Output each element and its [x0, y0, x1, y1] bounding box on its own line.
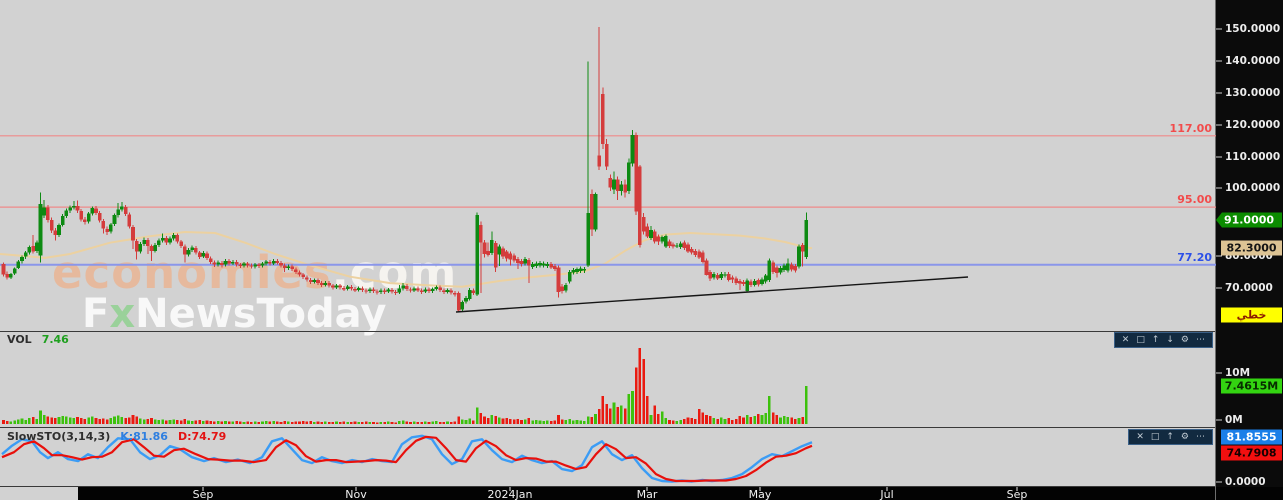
stochastic-k-value: K:81.86: [120, 430, 168, 443]
price-badge: 82.3000: [1221, 240, 1282, 256]
stochastic-maximize-icon[interactable]: □: [1150, 432, 1160, 442]
axis-tick-label: 0.0000: [1225, 476, 1266, 488]
price-badge: 74.7908: [1221, 445, 1282, 461]
price-badge: 7.4615M: [1221, 378, 1282, 394]
time-axis-month-label: Sep: [192, 488, 214, 500]
volume-close-icon[interactable]: ✕: [1121, 335, 1130, 345]
hline-price-label[interactable]: 117.00: [1169, 122, 1212, 135]
axis-tick-label: 100.0000: [1225, 182, 1281, 194]
stochastic-more-icon[interactable]: ⋯: [1196, 432, 1205, 442]
axis-tick-label: 150.0000: [1225, 23, 1281, 35]
volume-move-up-icon[interactable]: ↑: [1151, 335, 1160, 345]
time-axis-background[interactable]: [78, 487, 1283, 500]
time-axis-month-label: Jul: [880, 488, 894, 500]
stochastic-panel-header: SlowSTO(3,14,3) K:81.86 D:74.79: [7, 430, 226, 443]
volume-panel-header: VOL 7.46: [7, 333, 69, 346]
volume-more-icon[interactable]: ⋯: [1196, 335, 1205, 345]
volume-maximize-icon[interactable]: □: [1136, 335, 1145, 345]
volume-value: 7.46: [41, 333, 69, 346]
price-badge: خطي: [1221, 307, 1282, 323]
volume-settings-icon[interactable]: ⚙: [1180, 335, 1189, 345]
price-badge: 91.0000: [1216, 212, 1282, 228]
time-axis-month-label: 2024Jan: [487, 488, 533, 500]
stochastic-d-value: D:74.79: [177, 430, 227, 443]
price-badge: 81.8555: [1221, 429, 1282, 445]
hline-price-label[interactable]: 95.00: [1177, 193, 1212, 206]
axis-tick-label: 0M: [1225, 414, 1243, 426]
axis-tick-label: 140.0000: [1225, 55, 1281, 67]
stochastic-move-up-icon[interactable]: ↑: [1166, 432, 1174, 442]
axis-tick-label: 120.0000: [1225, 119, 1281, 131]
hline-price-label[interactable]: 77.20: [1177, 251, 1212, 264]
axis-tick-label: 130.0000: [1225, 87, 1281, 99]
axis-tick-label: 70.0000: [1225, 282, 1273, 294]
stochastic-close-icon[interactable]: ✕: [1136, 432, 1144, 442]
volume-move-down-icon[interactable]: ↓: [1166, 335, 1174, 345]
volume-label: VOL: [7, 333, 32, 346]
time-axis-month-label: May: [748, 488, 772, 500]
time-axis-month-label: Mar: [636, 488, 658, 500]
axis-tick-label: 10M: [1225, 367, 1251, 379]
axis-tick-label: 110.0000: [1225, 151, 1281, 163]
stochastic-settings-icon[interactable]: ⚙: [1180, 432, 1189, 442]
stochastic-label: SlowSTO(3,14,3): [7, 430, 111, 443]
time-axis-month-label: Nov: [345, 488, 367, 500]
time-axis-month-label: Sep: [1006, 488, 1028, 500]
stochastic-panel-toolbar: ✕ □ ↑ ⚙ ⋯: [1128, 429, 1213, 445]
volume-panel-toolbar: ✕ □ ↑ ↓ ⚙ ⋯: [1113, 332, 1213, 348]
